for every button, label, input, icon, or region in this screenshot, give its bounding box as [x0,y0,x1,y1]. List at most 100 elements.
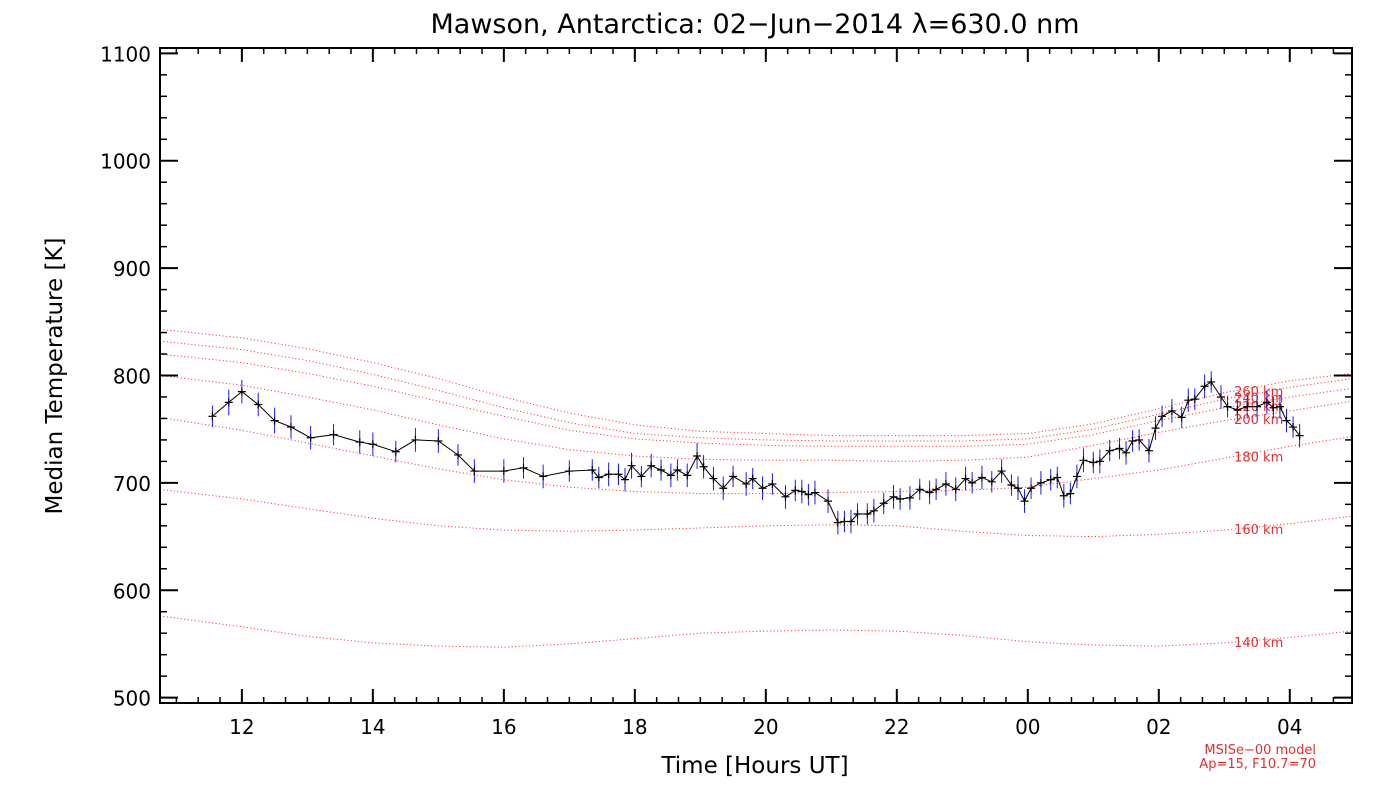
data-point [1243,402,1252,411]
data-point [224,398,233,407]
model-label-3: 180 km [1234,450,1283,465]
data-point [1072,472,1081,481]
data-point [1144,446,1153,455]
axes: 12 14 16 18 20 22 00 02 04 500 600 700 800 900 1000 110… [100,42,1353,739]
model-label-1: 140 km [1234,636,1283,651]
data-point [1177,413,1186,422]
data-point [1105,446,1114,455]
data-series [208,371,1304,535]
data-point [1167,406,1176,415]
data-point [1128,437,1137,445]
data-point [1115,444,1124,453]
data-point [925,488,934,497]
data-point [1282,416,1291,425]
x-tick-label: 14 [360,715,385,739]
data-point [519,463,528,472]
model-curve-2 [159,488,1353,538]
data-point [1275,402,1284,411]
model-curve-6 [159,340,1353,442]
data-point [758,484,767,493]
data-point [709,474,718,483]
data-point [637,472,646,481]
data-point [594,473,603,482]
data-point [1013,484,1022,493]
data-point [905,493,914,502]
data-point [604,470,613,479]
data-point [1122,448,1131,457]
data-point [1036,478,1045,487]
x-axis-label: Time [Hours UT] [660,753,848,779]
data-point [748,474,757,483]
data-point [1217,392,1226,401]
data-point [434,437,443,445]
model-curve-7 [159,328,1353,437]
data-point [853,510,862,519]
y-tick-label: 600 [113,579,151,603]
data-point [869,506,878,515]
x-tick-label: 00 [1015,715,1040,739]
data-point [391,447,400,456]
data-point [539,472,548,481]
data-point [1200,382,1209,391]
model-label-4: 200 km [1234,413,1283,428]
y-tick-label: 900 [113,257,151,281]
data-point [1269,403,1278,412]
data-point [896,494,905,503]
series-line-1 [212,381,1300,524]
data-point [565,467,574,476]
model-curve-4 [159,375,1353,462]
data-point [781,492,790,501]
data-point [1066,489,1075,498]
data-point [1190,395,1199,404]
data-point [470,467,479,476]
data-point [846,517,855,526]
data-point [879,499,888,508]
data-point [306,433,315,442]
data-point [1295,431,1304,440]
data-point [657,465,666,474]
x-tick-label: 18 [622,715,647,739]
data-point [693,452,702,461]
y-tick-label: 800 [113,365,151,389]
data-point [833,518,842,527]
model-curve-5 [159,353,1353,447]
data-point [411,435,420,444]
y-axis-label: Median Temperature [K] [42,238,68,515]
chart-title: Mawson, Antarctica: 02−Jun−2014 λ=630.0 … [431,9,1080,40]
data-point [791,486,800,495]
data-point [742,479,751,488]
data-point [987,477,996,486]
data-point [951,485,960,494]
data-point [627,461,636,470]
data-point [621,475,630,484]
data-point [1135,435,1144,444]
data-point [208,412,217,421]
data-point [329,430,338,439]
data-point [1095,457,1104,466]
y-tick-label: 1000 [100,150,151,174]
data-point [977,473,986,482]
data-point [270,416,279,425]
data-point [368,440,377,449]
data-point [1007,481,1016,490]
model-label-6: 240 km [1234,391,1283,406]
data-point [889,492,898,501]
data-point [1262,398,1271,407]
data-point [355,438,364,447]
data-point [1184,396,1193,405]
data-point [614,470,623,479]
model-note-line-1: MSISe−00 model [1204,743,1316,758]
data-point [932,485,941,494]
x-tick-label: 02 [1146,715,1171,739]
data-point [1223,402,1232,411]
y-tick-label: 700 [113,472,151,496]
data-point [454,450,462,459]
data-point [254,400,263,409]
model-label-7: 260 km [1234,385,1283,400]
x-tick-label: 20 [753,715,778,739]
x-tick-label: 22 [884,715,909,739]
data-point [961,474,970,483]
y-tick-label: 500 [113,687,151,711]
